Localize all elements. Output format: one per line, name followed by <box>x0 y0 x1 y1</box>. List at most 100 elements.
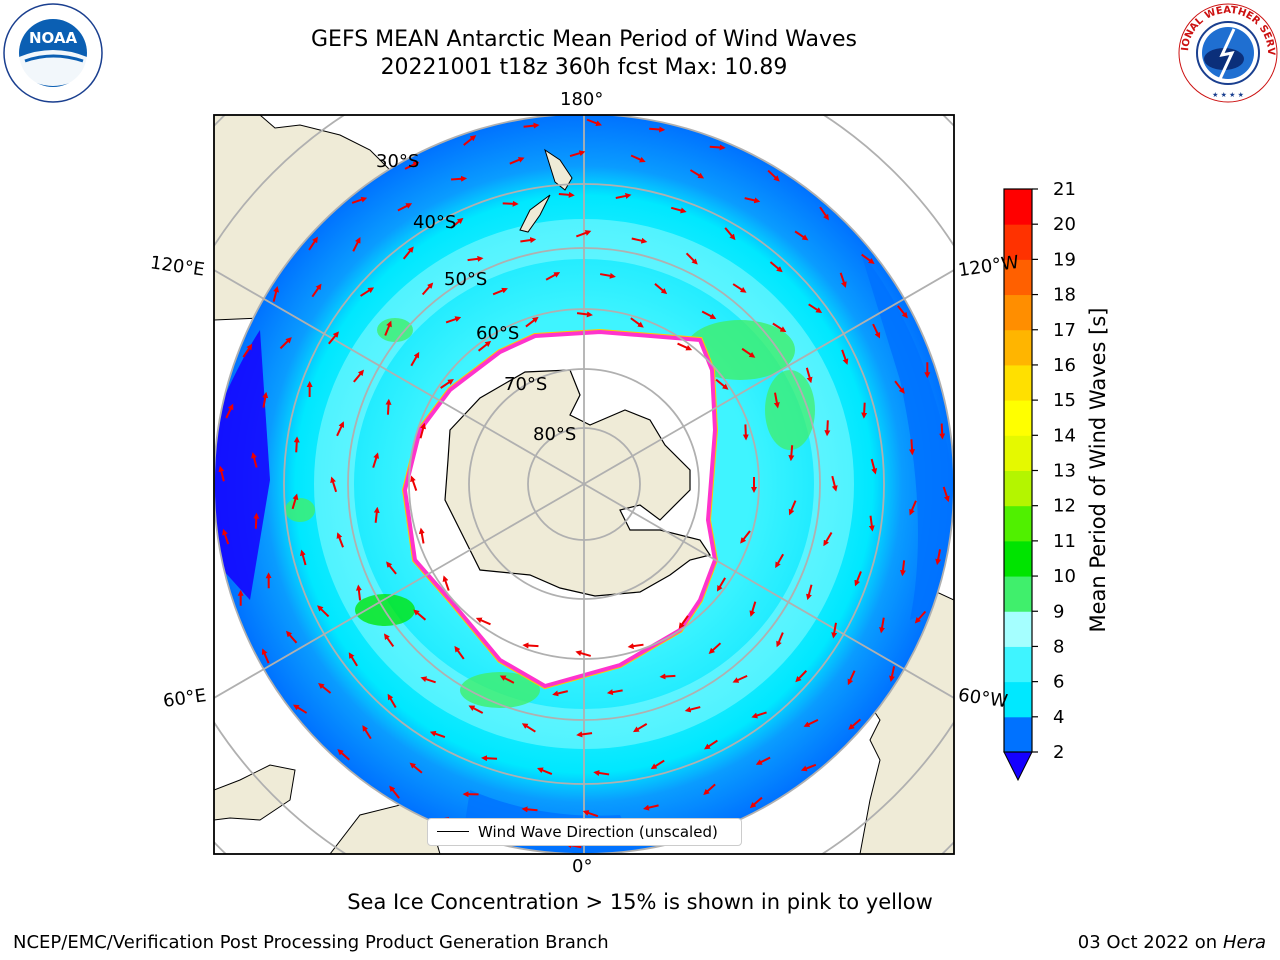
wind-wave-arrow <box>914 610 927 624</box>
wind-wave-arrow <box>481 755 498 762</box>
wind-wave-arrow <box>576 731 593 738</box>
wind-wave-arrow <box>788 500 797 516</box>
wind-wave-arrow <box>806 584 813 601</box>
wind-wave-arrow <box>709 144 726 151</box>
wind-wave-arrow <box>800 763 817 772</box>
wind-wave-arrow <box>630 154 646 163</box>
africa-landmass <box>214 764 296 821</box>
wind-wave-arrow <box>684 706 701 713</box>
wind-wave-arrow <box>740 530 751 544</box>
wind-wave-arrow <box>520 237 537 244</box>
wind-wave-arrow <box>311 283 322 298</box>
wind-wave-arrow <box>732 283 747 293</box>
wind-wave-arrow <box>794 230 809 241</box>
wind-wave-arrow <box>372 452 380 468</box>
wind-wave-arrow <box>899 560 906 577</box>
colorbar-tick-label: 4 <box>1053 707 1064 728</box>
wind-wave-arrow <box>475 617 491 626</box>
wind-wave-arrow <box>299 549 307 566</box>
wind-wave-arrow <box>545 272 561 281</box>
wind-wave-arrow <box>336 421 345 437</box>
colorbar-tick-label: 20 <box>1053 214 1076 235</box>
wind-wave-arrow <box>330 476 338 493</box>
legend-label: Wind Wave Direction (unscaled) <box>478 823 718 841</box>
wind-wave-arrow <box>741 347 756 358</box>
wind-wave-arrow <box>373 506 380 523</box>
wind-wave-arrow <box>606 689 623 696</box>
wind-wave-arrow <box>308 236 318 251</box>
graticule <box>214 115 954 854</box>
green-patch <box>765 370 815 450</box>
wind-wave-arrow <box>689 169 705 179</box>
wind-wave-arrow <box>839 272 847 288</box>
wind-wave-arrow <box>421 282 434 296</box>
colorbar-bin <box>1004 505 1032 542</box>
colorbar-bin <box>1004 716 1032 753</box>
wind-wave-arrow <box>615 193 632 199</box>
colorbar-tick-label: 2 <box>1053 742 1064 763</box>
colorbar-bin <box>1004 364 1032 401</box>
colorbar-tick-label: 17 <box>1053 320 1076 341</box>
wind-wave-arrow <box>659 673 676 680</box>
wind-wave-arrow <box>440 379 454 389</box>
colorbar <box>1003 188 1033 782</box>
credit-date-text: 03 Oct 2022 on <box>1077 932 1223 953</box>
wind-wave-arrow <box>279 337 292 350</box>
noaa-logo: NOAA <box>3 3 103 103</box>
sea-ice-footnote: Sea Ice Concentration > 15% is shown in … <box>347 890 933 914</box>
colorbar-tick-label: 18 <box>1053 285 1076 306</box>
wind-wave-arrow <box>704 739 718 750</box>
wind-wave-arrow <box>701 310 717 319</box>
wind-wave-arrow <box>632 723 648 733</box>
wind-wave-arrow <box>776 632 784 648</box>
wind-wave-arrow <box>351 196 368 204</box>
wind-wave-arrow <box>848 718 862 730</box>
colorbar-bin <box>1004 646 1032 683</box>
wind-wave-arrow <box>767 169 780 182</box>
wind-wave-arrow <box>755 756 771 765</box>
wind-wave-arrow <box>939 423 946 440</box>
wind-wave-arrow <box>360 287 375 297</box>
lat-label-50s: 50°S <box>444 269 488 290</box>
wind-wave-arrow <box>355 584 362 601</box>
colorbar-bin <box>1004 224 1032 260</box>
wind-wave-arrow <box>642 804 659 811</box>
colorbar-bin <box>1004 576 1032 612</box>
wind-wave-arrow <box>409 762 423 774</box>
chart-title: GEFS MEAN Antarctic Mean Period of Wind … <box>311 27 857 52</box>
colorbar-bin <box>1004 681 1032 718</box>
wind-wave-arrow <box>222 528 230 545</box>
wind-wave-arrow <box>410 351 420 367</box>
wind-wave-arrow <box>291 493 299 510</box>
wind-wave-arrow <box>418 527 425 544</box>
wind-wave-arrow <box>387 693 397 709</box>
wind-wave-arrow <box>492 287 508 296</box>
wind-wave-arrow <box>575 650 592 657</box>
wind-wave-arrow <box>337 749 350 761</box>
wind-wave-arrow <box>389 785 400 799</box>
colorbar-tick-label: 12 <box>1053 496 1076 517</box>
wind-wave-arrow <box>841 349 849 365</box>
wind-wave-arrow <box>831 475 838 492</box>
wind-wave-arrow <box>318 682 332 694</box>
wind-wave-arrow <box>751 711 767 719</box>
wind-wave-arrow <box>593 770 610 776</box>
wind-wave-arrow <box>522 642 539 649</box>
wind-wave-arrow <box>521 723 536 733</box>
wind-wave-arrow <box>732 674 748 683</box>
wind-wave-arrow <box>450 175 468 182</box>
wind-wave-arrow <box>468 705 484 714</box>
colorbar-bin <box>1004 611 1032 647</box>
wind-wave-arrow <box>823 532 833 547</box>
wind-wave-arrow <box>586 118 602 127</box>
wind-wave-arrow <box>521 806 538 813</box>
colorbar-bin <box>1004 470 1032 507</box>
antarctica <box>444 369 711 597</box>
wind-wave-arrow <box>225 403 234 419</box>
wind-wave-arrow <box>819 206 829 221</box>
wind-wave-arrow <box>218 465 225 482</box>
lat-label-80s: 80°S <box>533 424 577 445</box>
wind-wave-arrow <box>773 392 780 409</box>
wind-wave-arrow <box>775 553 785 569</box>
wind-wave-arrow <box>708 642 722 654</box>
